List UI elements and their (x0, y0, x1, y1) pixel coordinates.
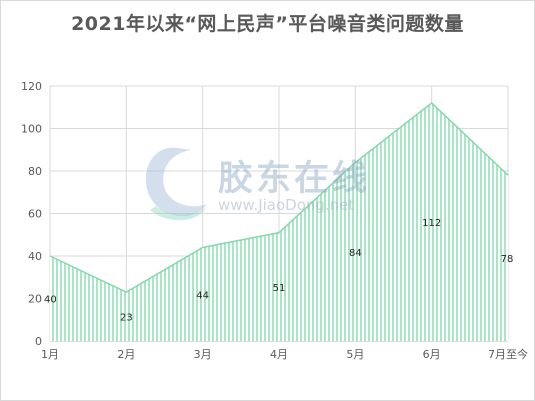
y-tick-label-4: 80 (28, 165, 42, 178)
data-label-6: 78 (501, 254, 514, 265)
y-tick-label-3: 60 (28, 208, 42, 221)
x-tick-label-3: 4月 (270, 348, 288, 361)
y-axis-ticks: 0 20 40 60 80 100 120 (21, 80, 42, 348)
x-tick-label-0: 1月 (41, 348, 59, 361)
area-outline (49, 102, 509, 293)
data-label-0: 40 (44, 295, 57, 306)
y-tick-label-6: 120 (21, 80, 42, 93)
data-label-3: 51 (273, 283, 286, 294)
data-label-4: 84 (349, 248, 362, 259)
x-tick-label-5: 6月 (423, 348, 441, 361)
watermark-logo (145, 147, 206, 217)
watermark: 胶东在线 www.JiaoDong.net (145, 147, 370, 221)
y-tick-label-0: 0 (35, 335, 42, 348)
y-tick-label-1: 20 (28, 293, 42, 306)
y-tick-label-5: 100 (21, 123, 42, 136)
area-series (49, 102, 509, 341)
area-fill (50, 103, 508, 341)
y-tick-label-2: 40 (28, 250, 42, 263)
data-labels: 40 23 44 51 84 112 78 (44, 218, 513, 324)
data-label-1: 23 (120, 313, 133, 324)
x-axis-ticks: 1月 2月 3月 4月 5月 6月 7月至今 (41, 347, 528, 361)
x-tick-label-2: 3月 (194, 348, 212, 361)
data-label-2: 44 (196, 290, 209, 301)
x-tick-label-1: 2月 (117, 348, 135, 361)
watermark-logo-accent (150, 206, 206, 221)
watermark-brand: 胶东在线 (218, 159, 370, 199)
watermark-url: www.JiaoDong.net (218, 196, 354, 214)
x-tick-label-6: 7月至今 (488, 347, 528, 361)
data-label-5: 112 (422, 218, 441, 229)
chart-title: 2021年以来“网上民声”平台噪音类问题数量 (71, 13, 464, 35)
x-tick-label-4: 5月 (346, 348, 364, 361)
